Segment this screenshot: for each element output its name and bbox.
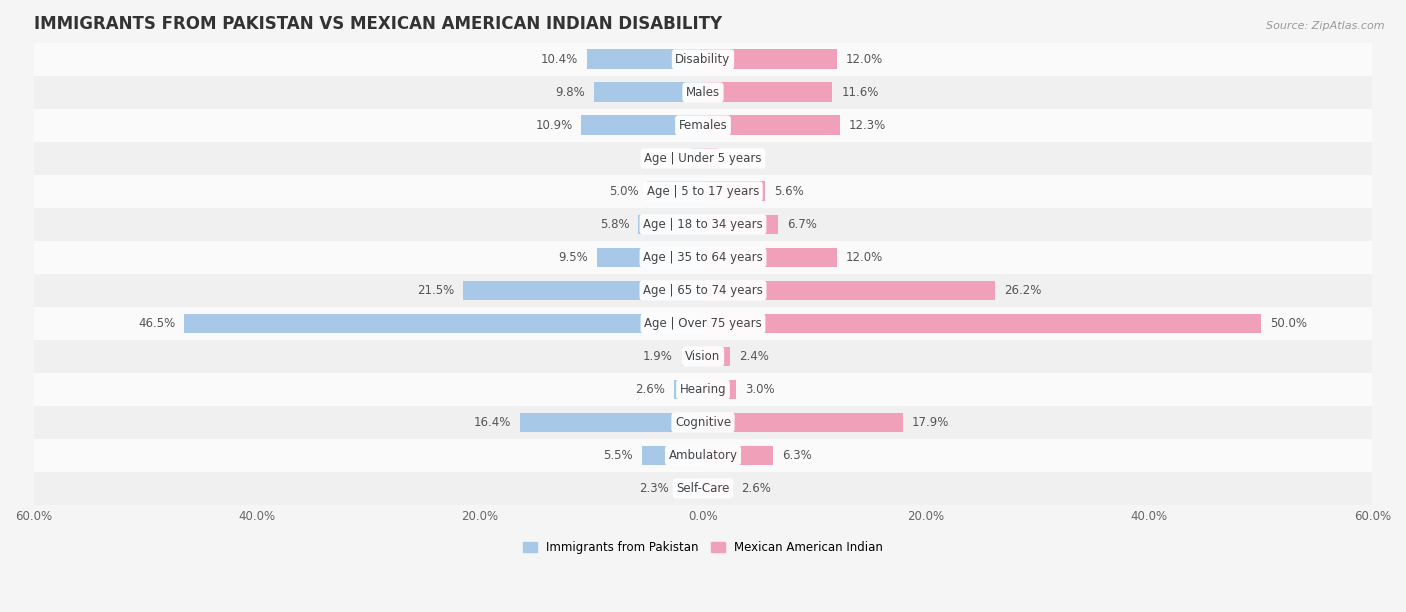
Bar bbox=[703, 116, 841, 135]
Text: Males: Males bbox=[686, 86, 720, 99]
Bar bbox=[638, 214, 703, 234]
Text: 10.4%: 10.4% bbox=[541, 53, 578, 66]
Bar bbox=[34, 109, 1372, 142]
Text: 5.8%: 5.8% bbox=[600, 218, 630, 231]
Bar bbox=[593, 83, 703, 102]
Text: 46.5%: 46.5% bbox=[138, 317, 176, 330]
Bar bbox=[34, 307, 1372, 340]
Bar bbox=[682, 346, 703, 367]
Bar bbox=[184, 313, 703, 334]
Bar bbox=[586, 50, 703, 69]
Bar bbox=[703, 50, 837, 69]
Text: Age | 65 to 74 years: Age | 65 to 74 years bbox=[643, 284, 763, 297]
Bar bbox=[34, 43, 1372, 76]
Bar bbox=[34, 439, 1372, 472]
Text: 11.6%: 11.6% bbox=[841, 86, 879, 99]
Bar bbox=[641, 446, 703, 465]
Text: 10.9%: 10.9% bbox=[536, 119, 572, 132]
Text: Age | Under 5 years: Age | Under 5 years bbox=[644, 152, 762, 165]
Text: 9.5%: 9.5% bbox=[558, 251, 588, 264]
Bar bbox=[703, 280, 995, 300]
Text: 6.7%: 6.7% bbox=[787, 218, 817, 231]
Bar bbox=[703, 149, 717, 168]
Bar bbox=[703, 346, 730, 367]
Bar bbox=[34, 241, 1372, 274]
Bar bbox=[34, 142, 1372, 175]
Bar bbox=[703, 247, 837, 267]
Text: 1.1%: 1.1% bbox=[652, 152, 682, 165]
Text: Ambulatory: Ambulatory bbox=[668, 449, 738, 462]
Bar bbox=[703, 479, 733, 498]
Text: Age | 18 to 34 years: Age | 18 to 34 years bbox=[643, 218, 763, 231]
Text: 21.5%: 21.5% bbox=[418, 284, 454, 297]
Bar bbox=[703, 412, 903, 432]
Text: 12.0%: 12.0% bbox=[846, 53, 883, 66]
Text: 1.9%: 1.9% bbox=[643, 350, 673, 363]
Text: 3.0%: 3.0% bbox=[745, 383, 775, 396]
Text: Age | 35 to 64 years: Age | 35 to 64 years bbox=[643, 251, 763, 264]
Text: 1.3%: 1.3% bbox=[727, 152, 756, 165]
Bar bbox=[673, 379, 703, 399]
Legend: Immigrants from Pakistan, Mexican American Indian: Immigrants from Pakistan, Mexican Americ… bbox=[517, 537, 889, 559]
Bar bbox=[34, 76, 1372, 109]
Text: Disability: Disability bbox=[675, 53, 731, 66]
Bar bbox=[34, 208, 1372, 241]
Bar bbox=[598, 247, 703, 267]
Bar bbox=[582, 116, 703, 135]
Text: 9.8%: 9.8% bbox=[555, 86, 585, 99]
Text: 5.5%: 5.5% bbox=[603, 449, 633, 462]
Bar bbox=[690, 149, 703, 168]
Bar bbox=[34, 340, 1372, 373]
Bar bbox=[34, 406, 1372, 439]
Text: 12.0%: 12.0% bbox=[846, 251, 883, 264]
Text: IMMIGRANTS FROM PAKISTAN VS MEXICAN AMERICAN INDIAN DISABILITY: IMMIGRANTS FROM PAKISTAN VS MEXICAN AMER… bbox=[34, 15, 721, 33]
Bar bbox=[647, 182, 703, 201]
Text: 26.2%: 26.2% bbox=[1004, 284, 1042, 297]
Bar bbox=[34, 175, 1372, 208]
Text: 5.6%: 5.6% bbox=[775, 185, 804, 198]
Text: Self-Care: Self-Care bbox=[676, 482, 730, 495]
Bar bbox=[34, 373, 1372, 406]
Text: 2.3%: 2.3% bbox=[638, 482, 668, 495]
Text: 17.9%: 17.9% bbox=[911, 416, 949, 429]
Text: Age | 5 to 17 years: Age | 5 to 17 years bbox=[647, 185, 759, 198]
Text: Vision: Vision bbox=[685, 350, 721, 363]
Text: Source: ZipAtlas.com: Source: ZipAtlas.com bbox=[1267, 21, 1385, 31]
Bar bbox=[520, 412, 703, 432]
Text: 12.3%: 12.3% bbox=[849, 119, 886, 132]
Text: Cognitive: Cognitive bbox=[675, 416, 731, 429]
Bar bbox=[703, 379, 737, 399]
Text: 2.6%: 2.6% bbox=[636, 383, 665, 396]
Text: 2.6%: 2.6% bbox=[741, 482, 770, 495]
Text: 16.4%: 16.4% bbox=[474, 416, 512, 429]
Text: 5.0%: 5.0% bbox=[609, 185, 638, 198]
Text: Age | Over 75 years: Age | Over 75 years bbox=[644, 317, 762, 330]
Text: 2.4%: 2.4% bbox=[738, 350, 769, 363]
Bar bbox=[34, 274, 1372, 307]
Bar bbox=[678, 479, 703, 498]
Bar bbox=[703, 182, 765, 201]
Text: Hearing: Hearing bbox=[679, 383, 727, 396]
Bar bbox=[34, 472, 1372, 505]
Text: Females: Females bbox=[679, 119, 727, 132]
Bar bbox=[703, 313, 1261, 334]
Bar bbox=[703, 83, 832, 102]
Text: 50.0%: 50.0% bbox=[1270, 317, 1306, 330]
Bar bbox=[703, 446, 773, 465]
Text: 6.3%: 6.3% bbox=[782, 449, 813, 462]
Bar bbox=[703, 214, 778, 234]
Bar bbox=[463, 280, 703, 300]
